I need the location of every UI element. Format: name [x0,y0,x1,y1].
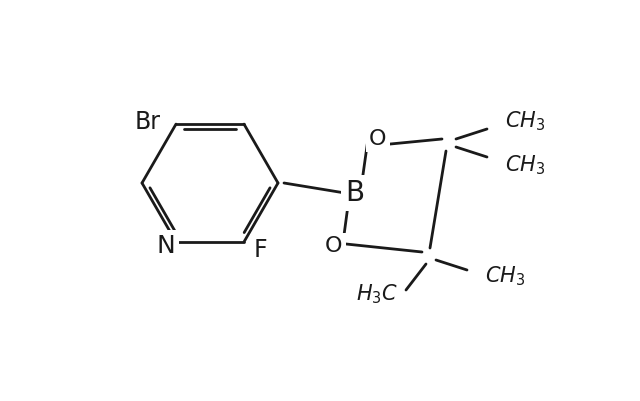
Text: $CH_3$: $CH_3$ [505,109,545,133]
Text: $CH_3$: $CH_3$ [485,264,525,288]
Text: B: B [346,179,365,207]
Text: N: N [157,234,175,258]
Text: $H_3C$: $H_3C$ [356,282,398,306]
Text: F: F [253,238,267,262]
Text: Br: Br [135,110,161,134]
Text: $CH_3$: $CH_3$ [505,153,545,177]
Text: O: O [369,129,387,149]
Text: O: O [325,236,343,256]
